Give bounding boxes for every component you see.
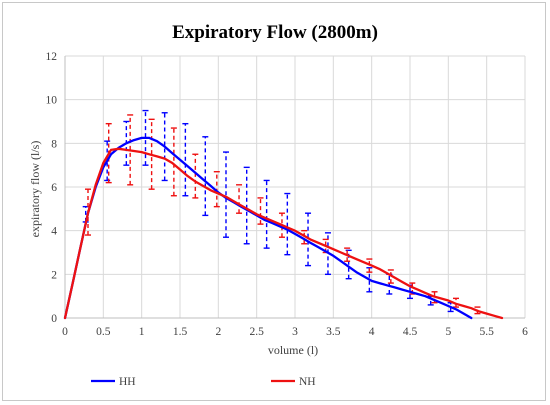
nh-error-bar bbox=[278, 212, 285, 238]
nh-error-bar bbox=[148, 118, 155, 190]
hh-error-bar bbox=[366, 267, 373, 293]
x-tick-label: 5 bbox=[445, 326, 451, 338]
y-tick-label: 2 bbox=[51, 269, 57, 281]
error-bars bbox=[82, 109, 481, 315]
nh-error-bar bbox=[344, 247, 351, 262]
nh-error-bar bbox=[366, 258, 373, 273]
x-tick-label: 6 bbox=[522, 326, 528, 338]
nh-error-bar bbox=[257, 197, 264, 225]
hh-error-bar bbox=[386, 273, 393, 295]
hh-error-bar bbox=[142, 109, 149, 166]
y-tick-label: 4 bbox=[51, 226, 57, 238]
y-tick-label: 6 bbox=[51, 182, 57, 194]
nh-error-bar bbox=[301, 229, 308, 245]
y-tick-label: 8 bbox=[51, 138, 57, 150]
hh-error-bar bbox=[161, 112, 168, 182]
x-axis-label: volume (l) bbox=[268, 343, 318, 357]
x-tick-label: 3.5 bbox=[326, 326, 341, 338]
legend: HH NH bbox=[91, 376, 316, 388]
x-tick-label: 1 bbox=[139, 326, 145, 338]
hh-error-bar bbox=[202, 136, 209, 217]
y-tick-labels: 0 2 4 6 8 10 12 bbox=[46, 51, 58, 325]
nh-error-bar bbox=[387, 269, 394, 284]
chart-title: Expiratory Flow (2800m) bbox=[172, 22, 378, 43]
gridlines bbox=[65, 55, 526, 318]
y-axis-label: expiratory flow (l/s) bbox=[28, 141, 42, 238]
hh-error-bar bbox=[223, 151, 229, 238]
chart-frame: Expiratory Flow (2800m) 0 0.5 1 1.5 2 2.5 3 3.5… bbox=[2, 2, 546, 401]
nh-error-bar bbox=[127, 114, 134, 186]
chart-svg: Expiratory Flow (2800m) 0 0.5 1 1.5 2 2.5 3 3.5… bbox=[28, 22, 528, 388]
axes bbox=[64, 56, 525, 319]
hh-error-bar bbox=[243, 166, 250, 245]
hh-error-bar bbox=[305, 212, 312, 267]
x-tick-label: 1.5 bbox=[173, 326, 188, 338]
nh-error-bar bbox=[213, 171, 220, 208]
nh-error-bar bbox=[170, 127, 177, 197]
x-tick-label: 2 bbox=[215, 326, 221, 338]
x-tick-label: 2.5 bbox=[249, 326, 264, 338]
x-tick-label: 4 bbox=[369, 326, 375, 338]
nh-series-line bbox=[63, 147, 504, 320]
hh-error-bar bbox=[284, 192, 291, 256]
x-tick-label: 0 bbox=[62, 326, 68, 338]
nh-legend-label: NH bbox=[299, 376, 316, 388]
nh-error-bar bbox=[236, 184, 243, 214]
hh-error-bar bbox=[182, 122, 189, 197]
hh-legend-label: HH bbox=[119, 376, 136, 388]
y-tick-label: 10 bbox=[46, 95, 58, 107]
nh-error-bar bbox=[453, 297, 459, 308]
hh-error-bar bbox=[263, 179, 270, 249]
hh-series-line bbox=[63, 136, 473, 320]
x-tick-label: 5.5 bbox=[479, 326, 494, 338]
x-tick-label: 3 bbox=[292, 326, 298, 338]
y-tick-label: 0 bbox=[51, 313, 57, 325]
x-tick-labels: 0 0.5 1 1.5 2 2.5 3 3.5 4 4.5 5 5.5 6 bbox=[62, 326, 528, 338]
y-tick-label: 12 bbox=[46, 51, 58, 63]
x-tick-label: 0.5 bbox=[96, 326, 111, 338]
x-tick-label: 4.5 bbox=[403, 326, 418, 338]
series-lines bbox=[63, 136, 504, 320]
nh-error-bar bbox=[192, 153, 199, 199]
hh-error-bar bbox=[324, 232, 331, 276]
